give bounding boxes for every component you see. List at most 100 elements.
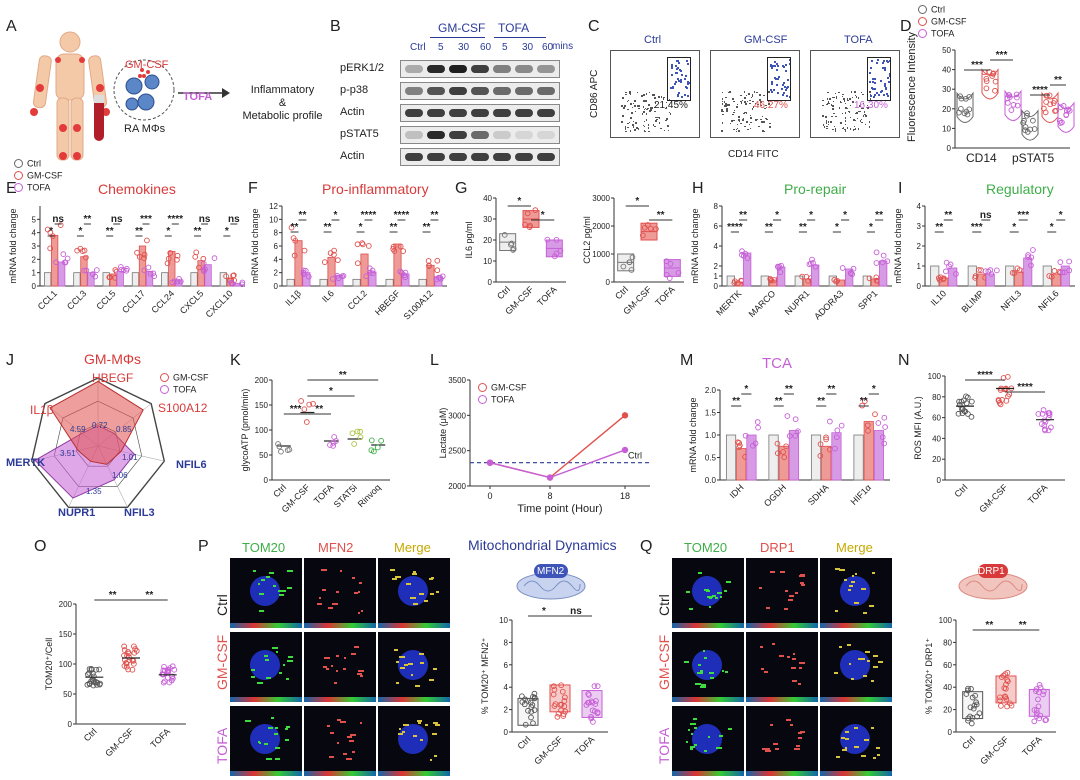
i-point	[1059, 269, 1066, 276]
legend-entry: Ctrl	[918, 4, 945, 15]
g1-point	[553, 236, 560, 243]
flow-event	[636, 91, 639, 94]
flow-title: TOFA	[844, 34, 873, 46]
legend-entry: GM-CSF	[160, 372, 209, 383]
micro-signal	[693, 743, 698, 746]
f-title: Pro-inflammatory	[322, 181, 429, 197]
p-point	[591, 683, 598, 690]
flow-event	[740, 122, 742, 125]
flow-event	[843, 98, 845, 100]
f-category-label: HBEGF	[373, 288, 402, 317]
micro-image	[378, 632, 450, 702]
i-point	[988, 271, 995, 277]
micro-signal	[429, 679, 435, 682]
d-point	[992, 87, 998, 94]
p-point	[588, 713, 594, 720]
d-point	[1014, 102, 1021, 109]
n-category-label: Ctrl	[952, 482, 969, 499]
k-point	[298, 398, 304, 404]
i-category-label: IL10	[929, 288, 948, 307]
micro-signal	[696, 672, 703, 675]
l-xlabel: Time point (Hour)	[517, 503, 602, 515]
d-ytick-label: 20	[942, 105, 951, 114]
flow-event	[746, 121, 748, 123]
q-point	[1034, 710, 1040, 716]
g1-point	[544, 236, 551, 243]
micro-signal	[800, 583, 805, 586]
flow-event	[740, 102, 743, 104]
micro-signal	[329, 732, 334, 734]
e-point	[229, 281, 236, 287]
i-point	[940, 276, 947, 282]
flow-event-gated	[687, 62, 689, 65]
blot-band	[493, 65, 511, 73]
flow-event	[736, 103, 739, 106]
micro-signal	[876, 753, 880, 756]
micro-signal	[399, 656, 405, 659]
l-baseline-label: Ctrl	[628, 451, 642, 461]
micro-signal	[692, 717, 698, 720]
legend-label: Ctrl	[27, 158, 41, 169]
flow-event	[623, 105, 626, 108]
m-point	[872, 411, 878, 418]
flow-event	[632, 120, 635, 123]
f-ylabel: mRNA fold change	[250, 208, 260, 283]
g1-point	[557, 247, 564, 254]
flow-event	[861, 121, 863, 124]
flow-event	[721, 109, 723, 111]
f-point	[400, 248, 407, 254]
micro-orthogonal-view	[378, 697, 450, 702]
flow-event	[622, 106, 625, 109]
k-point	[306, 401, 313, 408]
q-point	[1004, 703, 1010, 710]
h-ylabel: mRNA fold change	[690, 208, 700, 283]
d-point	[1022, 124, 1029, 130]
micro-signal	[411, 572, 417, 575]
micro-signal	[413, 570, 416, 573]
blot-band	[449, 131, 467, 139]
n-ylabel: ROS MFI (A.U.)	[913, 396, 923, 460]
flow-event-gated	[677, 91, 680, 94]
p-point	[528, 708, 535, 715]
micro-signal	[725, 670, 729, 673]
e-point	[141, 267, 148, 274]
n-ytick-label: 100	[928, 372, 942, 381]
flow-event	[751, 95, 754, 98]
micro-signal	[327, 607, 334, 610]
flow-event	[655, 116, 657, 119]
blot-band	[515, 65, 533, 73]
flow-event	[642, 124, 645, 127]
blot-band	[515, 153, 533, 161]
f-sig-label: **	[390, 222, 398, 233]
flow-event	[636, 127, 638, 129]
panel-letter-b: B	[330, 18, 341, 35]
micro-signal	[853, 602, 860, 605]
q-point	[1002, 694, 1009, 701]
flow-event	[829, 98, 831, 100]
flow-event-gated	[772, 88, 775, 91]
p-point	[588, 698, 595, 705]
flow-event-gated	[876, 92, 878, 95]
f-ytick-label: 4	[274, 255, 279, 264]
k-ylabel: glycoATP (pmol/min)	[240, 389, 250, 472]
blot-band	[537, 109, 555, 117]
flow-title: GM-CSF	[744, 34, 788, 46]
flow-event	[832, 128, 834, 131]
micro-signal	[318, 597, 322, 600]
micro-orthogonal-view	[304, 771, 376, 776]
panel-letter-c: C	[588, 18, 600, 35]
o-ytick-label: 0	[68, 720, 73, 729]
f-ytick-label: 12	[269, 202, 278, 211]
micro-signal	[286, 586, 292, 589]
flow-event	[631, 106, 634, 109]
m-bar	[788, 430, 800, 481]
blot-row-label: pERK1/2	[340, 62, 385, 74]
flow-event	[823, 126, 826, 128]
micro-signal	[784, 590, 788, 593]
micro-signal	[352, 750, 355, 753]
flow-event	[658, 96, 660, 98]
h-bar	[845, 268, 854, 287]
flow-event	[627, 126, 629, 129]
n-point	[1041, 422, 1048, 429]
d-point	[961, 110, 968, 117]
